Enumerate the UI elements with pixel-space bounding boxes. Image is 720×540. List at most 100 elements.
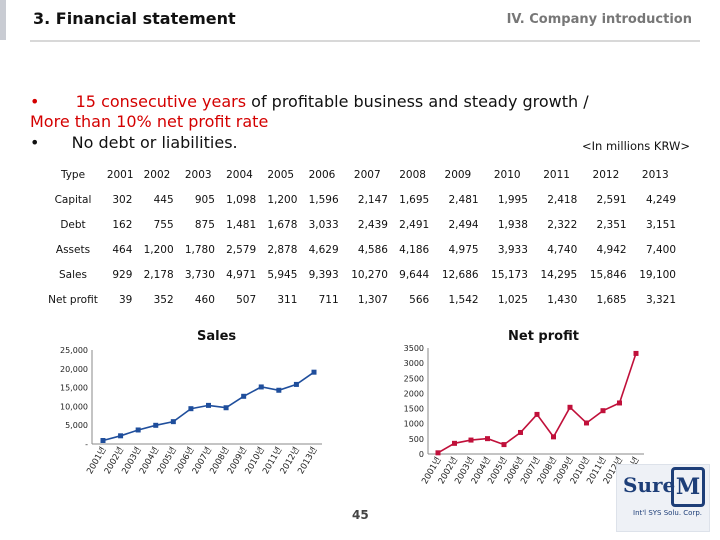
series-line: [437, 353, 637, 454]
year-header: 2003: [184, 168, 212, 181]
year-header: 2004: [226, 168, 253, 181]
table-cell: 162: [112, 218, 133, 231]
table-cell: 15,173: [491, 268, 528, 281]
table-row: Debt 162 755 875 1,481 1,678 3,033 2,439 2,491 2,…: [42, 212, 680, 237]
header: 3. Financial statement IV. Company intro…: [0, 0, 720, 44]
row-label: Sales: [59, 268, 87, 281]
data-point: [100, 438, 106, 444]
header-accent-bar: [0, 0, 6, 40]
table-cell: 1,685: [596, 293, 627, 306]
table-cell: 3,151: [645, 218, 676, 231]
table-row: Sales 929 2,178 3,730 4,971 5,945 9,393 10,270 9…: [42, 262, 680, 287]
net-profit-chart: 05001000150020002500300035002001년2002년20…: [404, 344, 644, 486]
table-cell: 2,439: [357, 218, 388, 231]
data-point: [551, 434, 556, 440]
table-cell: 1,430: [547, 293, 578, 306]
table-cell: 3,933: [497, 243, 528, 256]
table-cell: 2,494: [448, 218, 479, 231]
table-cell: 7,400: [645, 243, 676, 256]
table-cell: 566: [409, 293, 430, 306]
logo-wordmark: Sure: [623, 473, 676, 497]
table-cell: 4,971: [226, 268, 257, 281]
section-title: IV. Company introduction: [506, 12, 692, 27]
table-cell: 1,098: [226, 193, 257, 206]
bullet: •: [30, 92, 40, 111]
data-point: [534, 411, 540, 417]
table-cell: 1,678: [267, 218, 298, 231]
headline-line-3: • No debt or liabilities.: [30, 133, 238, 152]
table-cell: 445: [153, 193, 174, 206]
y-tick-label: 3000: [404, 359, 424, 368]
year-header: 2009: [444, 168, 472, 181]
data-point: [170, 419, 176, 425]
row-label: Capital: [54, 193, 92, 206]
table-cell: 1,596: [308, 193, 339, 206]
year-header: 2005: [267, 168, 295, 181]
table-cell: 1,481: [226, 218, 257, 231]
y-tick-label: 20,000: [60, 365, 88, 374]
logo-tagline: Int'l SYS Solu. Corp.: [633, 509, 703, 517]
table-row: Capital 302 445 905 1,098 1,200 1,596 2,147 1,69…: [42, 187, 680, 212]
table-cell: 2,481: [448, 193, 479, 206]
y-tick-label: 10,000: [60, 402, 88, 411]
table-cell: 464: [112, 243, 133, 256]
table-cell: 1,695: [399, 193, 430, 206]
table-header-row: Type 2001 2002 2003 2004 2005 2006 2007 …: [42, 162, 680, 187]
headline-text: No debt or liabilities.: [71, 133, 238, 152]
data-point: [485, 436, 490, 442]
table-cell: 12,686: [441, 268, 479, 281]
data-point: [241, 393, 247, 399]
y-tick-label: 3500: [404, 344, 424, 353]
headline-line-2: More than 10% net profit rate: [30, 112, 269, 131]
data-point: [518, 429, 523, 435]
table-cell: 1,780: [184, 243, 215, 256]
table-cell: 14,295: [540, 268, 578, 281]
y-tick-label: 500: [409, 435, 424, 444]
headline-highlight: 15 consecutive years: [75, 92, 247, 111]
y-tick-label: 25,000: [60, 346, 88, 355]
table-cell: 4,975: [448, 243, 479, 256]
table-row: Net profit 39 352 460 507 311 711 1,307 566 1,542…: [42, 287, 680, 312]
y-tick-label: 2000: [404, 389, 424, 398]
table-cell: 3,321: [645, 293, 676, 306]
table-cell: 10,270: [351, 268, 388, 281]
data-point: [584, 420, 589, 426]
headline-text: of profitable business and steady growth…: [246, 92, 589, 111]
table-cell: 2,418: [547, 193, 578, 206]
data-point: [567, 404, 573, 410]
table-cell: 1,200: [143, 243, 174, 256]
page-title: 3. Financial statement: [33, 9, 236, 28]
table-cell: 311: [277, 293, 298, 306]
data-point: [118, 433, 124, 439]
table-cell: 1,995: [497, 193, 528, 206]
table-cell: 2,591: [596, 193, 627, 206]
table-cell: 15,846: [589, 268, 627, 281]
data-point: [435, 450, 441, 456]
table-cell: 2,579: [226, 243, 257, 256]
table-cell: 711: [318, 293, 339, 306]
table-cell: 302: [112, 193, 133, 206]
company-logo: Sure M Int'l SYS Solu. Corp.: [616, 464, 710, 532]
year-header: 2001: [106, 168, 134, 181]
table-row: Assets 464 1,200 1,780 2,579 2,878 4,629 4,586 4…: [42, 237, 680, 262]
table-cell: 1,200: [267, 193, 298, 206]
table-cell: 1,307: [357, 293, 388, 306]
data-point: [501, 442, 507, 448]
data-point: [276, 387, 282, 393]
year-header: 2008: [399, 168, 426, 181]
data-point: [206, 402, 211, 408]
logo-mark: M: [671, 467, 705, 507]
year-header: 2011: [543, 168, 570, 181]
table-cell: 1,938: [497, 218, 528, 231]
page-number: 45: [352, 508, 369, 522]
table-cell: 352: [153, 293, 174, 306]
y-tick-label: 15,000: [60, 384, 88, 393]
sales-chart: -5,00010,00015,00020,00025,0002001년2002년…: [60, 346, 322, 476]
data-point: [135, 427, 141, 433]
table-cell: 905: [194, 193, 215, 206]
row-label: Debt: [60, 218, 86, 231]
table-cell: 2,491: [399, 218, 430, 231]
table-cell: 19,100: [639, 268, 676, 281]
table-cell: 755: [153, 218, 174, 231]
table-cell: 9,393: [308, 268, 339, 281]
